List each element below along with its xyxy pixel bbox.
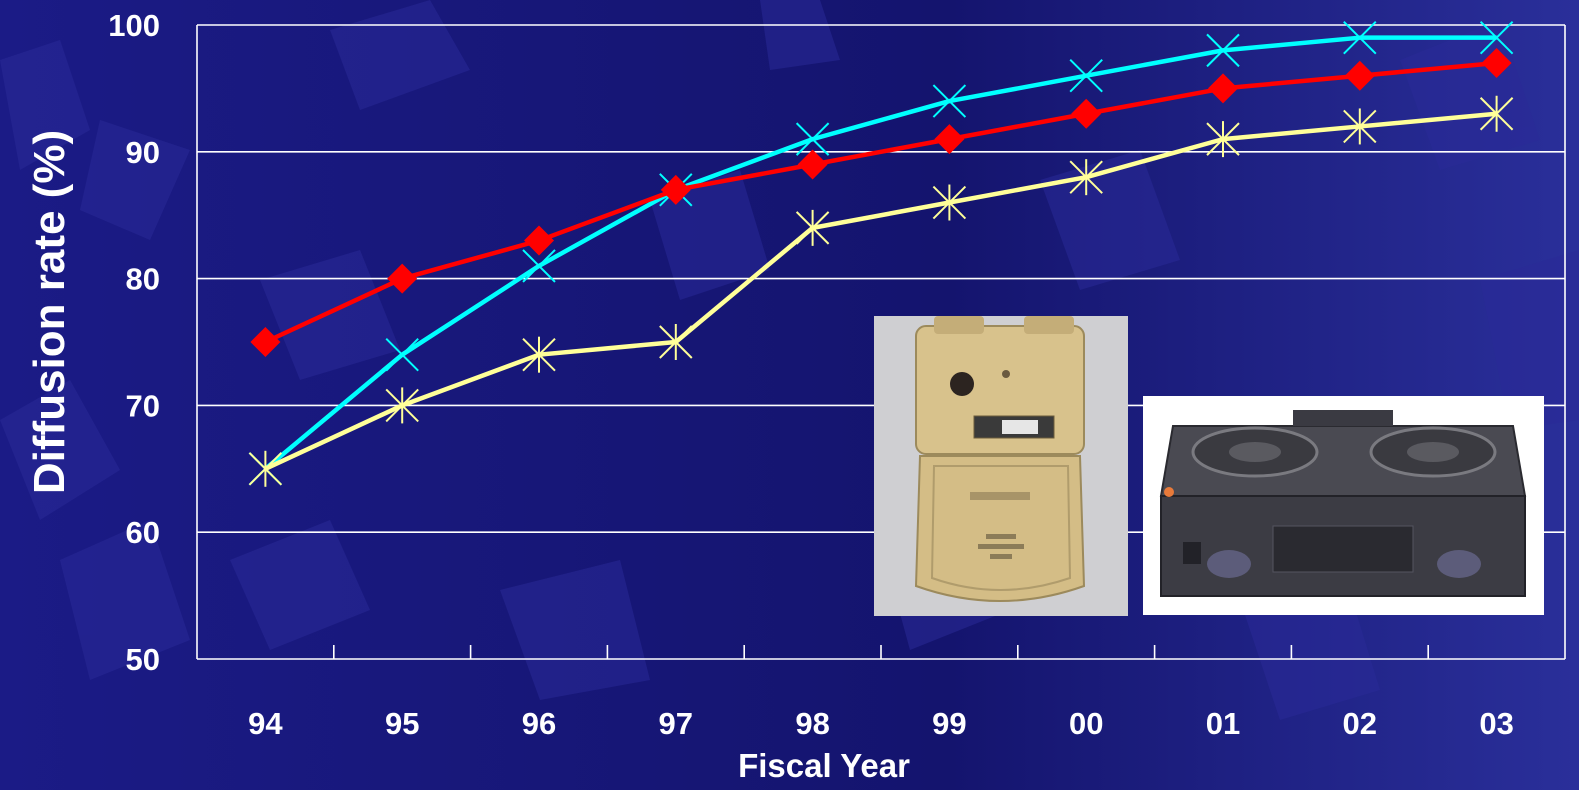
x-tick-label: 94: [248, 706, 283, 741]
data-point: [1208, 73, 1238, 104]
x-tick-label: 95: [385, 706, 419, 741]
series-diamond: [250, 48, 1512, 357]
y-tick-label: 100: [108, 8, 160, 43]
data-point: [795, 122, 830, 156]
x-tick-label: 01: [1206, 706, 1240, 741]
data-point: [659, 324, 693, 360]
y-tick-labels: 50 60 70 80 90 100: [108, 8, 160, 677]
data-point: [1343, 20, 1377, 55]
x-tick-label: 97: [659, 706, 693, 741]
series-line: [264, 60, 1497, 345]
series-line: [264, 111, 1497, 471]
data-point: [660, 174, 691, 205]
data-point: [522, 249, 556, 283]
data-point: [932, 84, 967, 118]
gas-meter-photo: [874, 316, 1128, 616]
x-tick-label: 03: [1479, 706, 1513, 741]
series-asterisk: [248, 95, 1514, 487]
data-point: [524, 225, 554, 256]
x-tick-label: 02: [1343, 706, 1377, 741]
x-ticks: [332, 645, 1429, 659]
data-point: [797, 149, 828, 180]
x-tick-label: 99: [932, 706, 966, 741]
data-point: [1343, 108, 1377, 145]
data-point: [1071, 98, 1102, 129]
data-point: [795, 209, 830, 246]
data-point: [1481, 48, 1512, 79]
x-tick-labels: 94 95 96 97 98 99 00 01 02 03: [248, 706, 1514, 741]
x-tick-label: 96: [522, 706, 556, 741]
y-axis-title: Diffusion rate (%): [25, 130, 74, 494]
series-group: [248, 20, 1514, 487]
data-point: [1344, 60, 1375, 91]
x-axis-title: Fiscal Year: [738, 747, 910, 784]
data-point: [932, 184, 967, 221]
data-point: [250, 327, 281, 357]
data-point: [1069, 59, 1103, 93]
gas-stove-photo: [1143, 396, 1544, 615]
data-point: [387, 263, 418, 294]
data-point: [1069, 159, 1103, 196]
y-tick-label: 90: [126, 135, 160, 170]
data-point: [522, 336, 556, 373]
x-tick-label: 00: [1069, 706, 1103, 741]
x-tick-label: 98: [795, 706, 829, 741]
data-point: [1479, 20, 1514, 55]
data-point: [1206, 33, 1240, 68]
y-tick-label: 70: [126, 388, 160, 423]
data-point: [385, 387, 419, 424]
data-point: [385, 337, 419, 372]
data-point: [1206, 121, 1240, 158]
y-tick-label: 80: [126, 262, 160, 297]
data-point: [1479, 95, 1514, 132]
y-tick-label: 50: [126, 642, 160, 677]
data-point: [934, 124, 965, 155]
y-tick-label: 60: [126, 515, 160, 550]
data-point: [248, 450, 283, 487]
series-line: [263, 35, 1497, 471]
